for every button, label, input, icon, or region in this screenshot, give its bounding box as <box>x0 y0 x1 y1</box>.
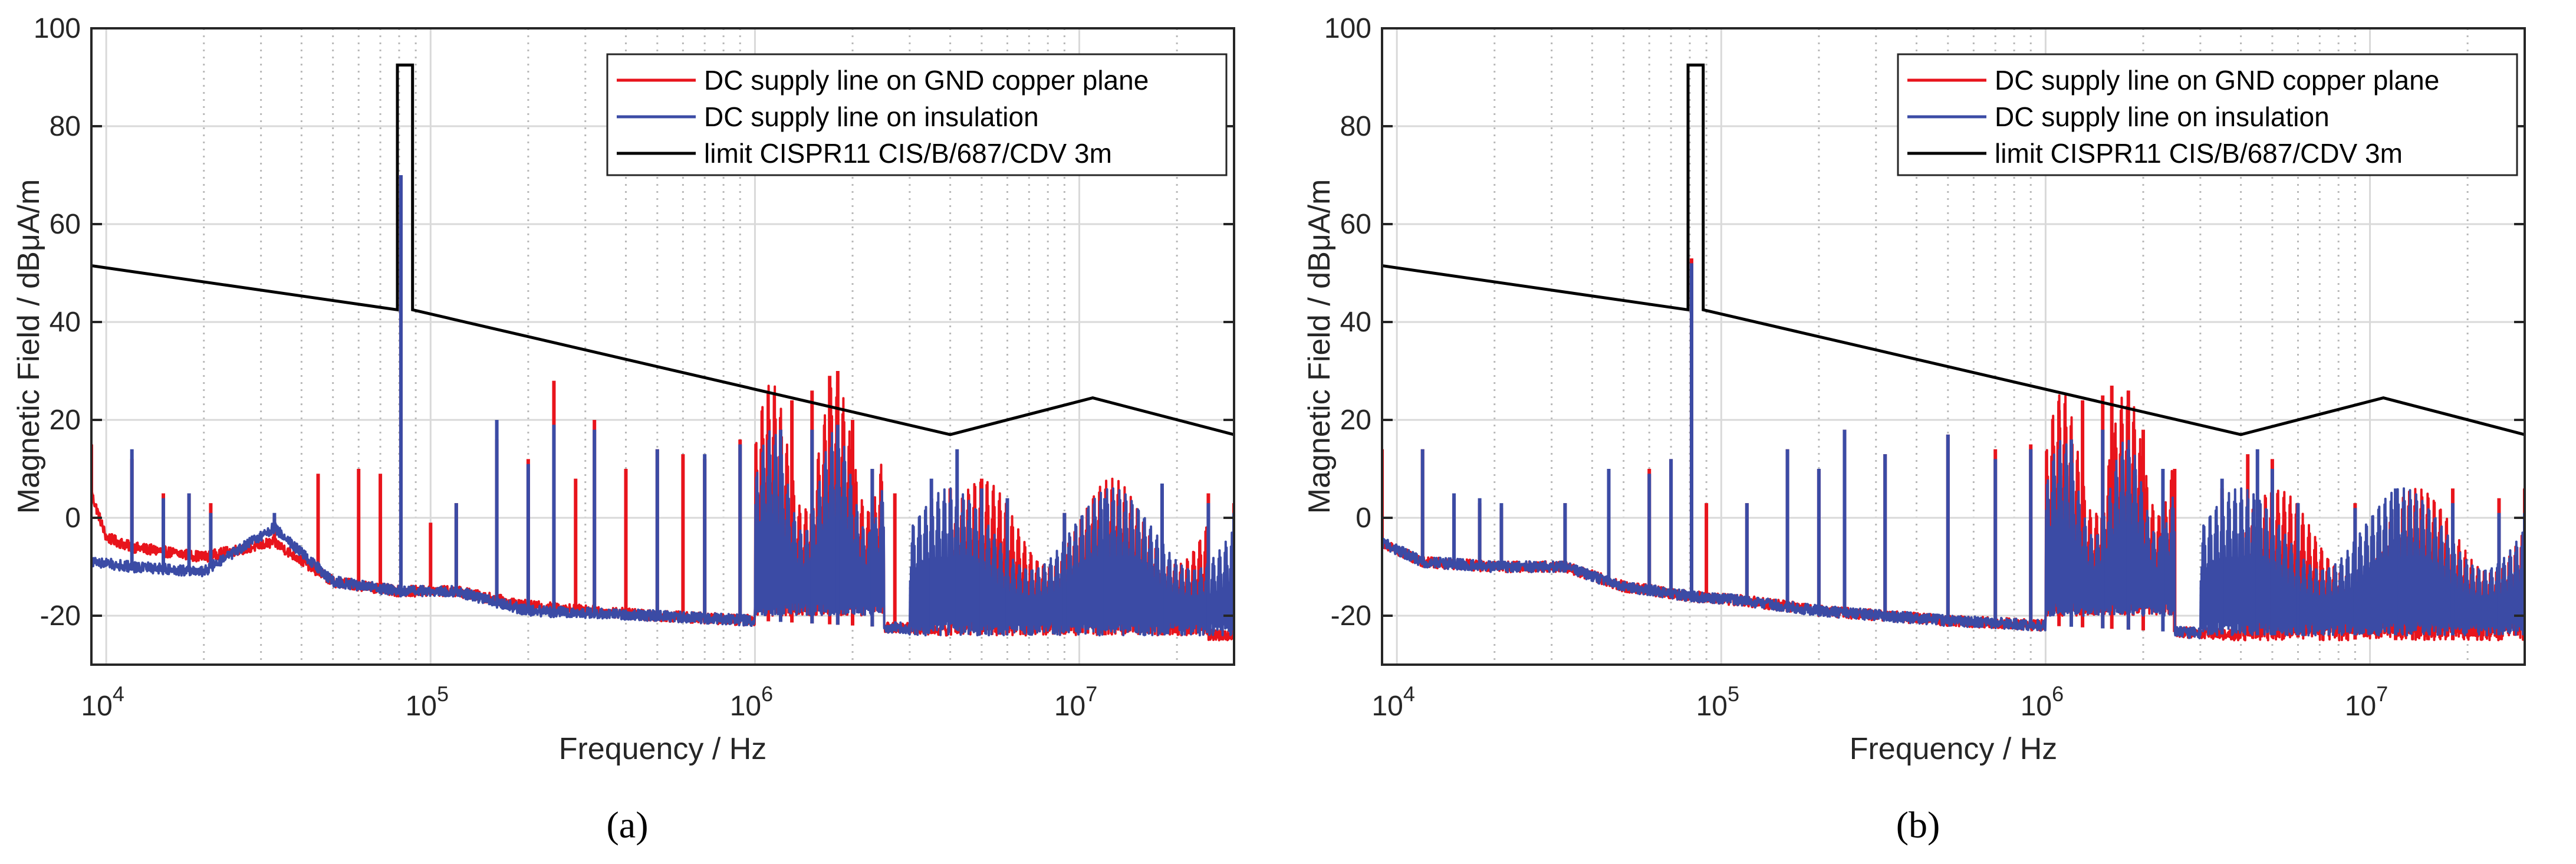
x-tick-base: 10 <box>1054 691 1085 722</box>
legend-box <box>606 53 1228 176</box>
series-line-insulation <box>91 430 1234 637</box>
x-tick-label: 107 <box>2345 682 2388 722</box>
legend-entry-label: DC supply line on GND copper plane <box>1995 65 2439 96</box>
legend-entry-label: limit CISPR11 CIS/B/687/CDV 3m <box>704 138 1112 169</box>
legend-entry-label: DC supply line on insulation <box>704 101 1039 132</box>
y-axis-label: Magnetic Field / dBμA/m <box>12 179 46 514</box>
data-series <box>1382 63 2525 642</box>
y-tick-label: 0 <box>1356 502 1371 534</box>
axis-ticks <box>1382 27 2525 617</box>
x-tick-exponent: 6 <box>761 682 773 706</box>
x-tick-base: 10 <box>730 691 761 722</box>
x-tick-base: 10 <box>2345 691 2376 722</box>
x-tick-base: 10 <box>406 691 437 722</box>
x-tick-label: 105 <box>1696 682 1739 722</box>
x-axis-label: Frequency / Hz <box>559 732 767 766</box>
legend-entry-label: DC supply line on insulation <box>1995 101 2330 132</box>
axes-box <box>1381 27 2526 666</box>
y-tick-label: 20 <box>50 405 81 436</box>
x-axis-label: Frequency / Hz <box>1850 732 2058 766</box>
x-tick-exponent: 7 <box>1085 682 1097 706</box>
y-tick-label: 60 <box>1340 209 1371 240</box>
axis-ticks <box>91 27 1234 617</box>
x-tick-exponent: 5 <box>1728 682 1739 706</box>
axes-box <box>90 27 1235 666</box>
y-tick-label: 40 <box>1340 307 1371 338</box>
x-tick-base: 10 <box>1371 691 1403 722</box>
x-tick-label: 106 <box>2021 682 2064 722</box>
x-tick-label: 105 <box>406 682 449 722</box>
x-tick-exponent: 4 <box>113 682 124 706</box>
y-axis-label: Magnetic Field / dBμA/m <box>1302 179 1337 514</box>
x-tick-exponent: 4 <box>1403 682 1415 706</box>
x-tick-label: 104 <box>1371 682 1414 722</box>
x-tick-base: 10 <box>2021 691 2052 722</box>
x-tick-label: 104 <box>81 682 124 722</box>
x-tick-exponent: 5 <box>437 682 449 706</box>
data-series <box>91 63 1234 642</box>
series-line-limit <box>1382 63 2525 436</box>
legend-entry-label: limit CISPR11 CIS/B/687/CDV 3m <box>1995 138 2403 169</box>
x-tick-exponent: 7 <box>2376 682 2388 706</box>
x-tick-base: 10 <box>1696 691 1728 722</box>
x-tick-label: 106 <box>730 682 773 722</box>
figure-panel-b: -20 0 20 40 60 80 100 104 105 106 107 Frequency / H… <box>1291 0 2576 864</box>
y-tick-label: 60 <box>50 209 81 240</box>
y-tick-label: -20 <box>1331 600 1371 632</box>
legend-box <box>1897 53 2518 176</box>
series-line-limit <box>91 63 1234 436</box>
y-tick-label: 80 <box>1340 111 1371 142</box>
legend-entry-label: DC supply line on GND copper plane <box>704 65 1149 96</box>
y-tick-label: -20 <box>40 600 81 632</box>
y-tick-label: 100 <box>34 13 81 44</box>
y-tick-label: 20 <box>1340 405 1371 436</box>
y-tick-label: 80 <box>50 111 81 142</box>
x-tick-base: 10 <box>81 691 112 722</box>
y-tick-label: 40 <box>50 307 81 338</box>
series-line-insulation <box>1382 439 2525 640</box>
x-tick-exponent: 6 <box>2052 682 2064 706</box>
figure-panel-a: -20 0 20 40 60 80 100 104 105 106 107 Frequency / H… <box>0 0 1285 864</box>
legend: DC supply line on GND copper plane DC sup… <box>606 53 1228 176</box>
figure-caption: (a) <box>606 804 648 846</box>
x-tick-label: 107 <box>1054 682 1097 722</box>
figure-caption: (b) <box>1896 804 1940 846</box>
legend: DC supply line on GND copper plane DC sup… <box>1897 53 2518 176</box>
y-tick-label: 0 <box>65 502 81 534</box>
y-tick-label: 100 <box>1324 13 1371 44</box>
